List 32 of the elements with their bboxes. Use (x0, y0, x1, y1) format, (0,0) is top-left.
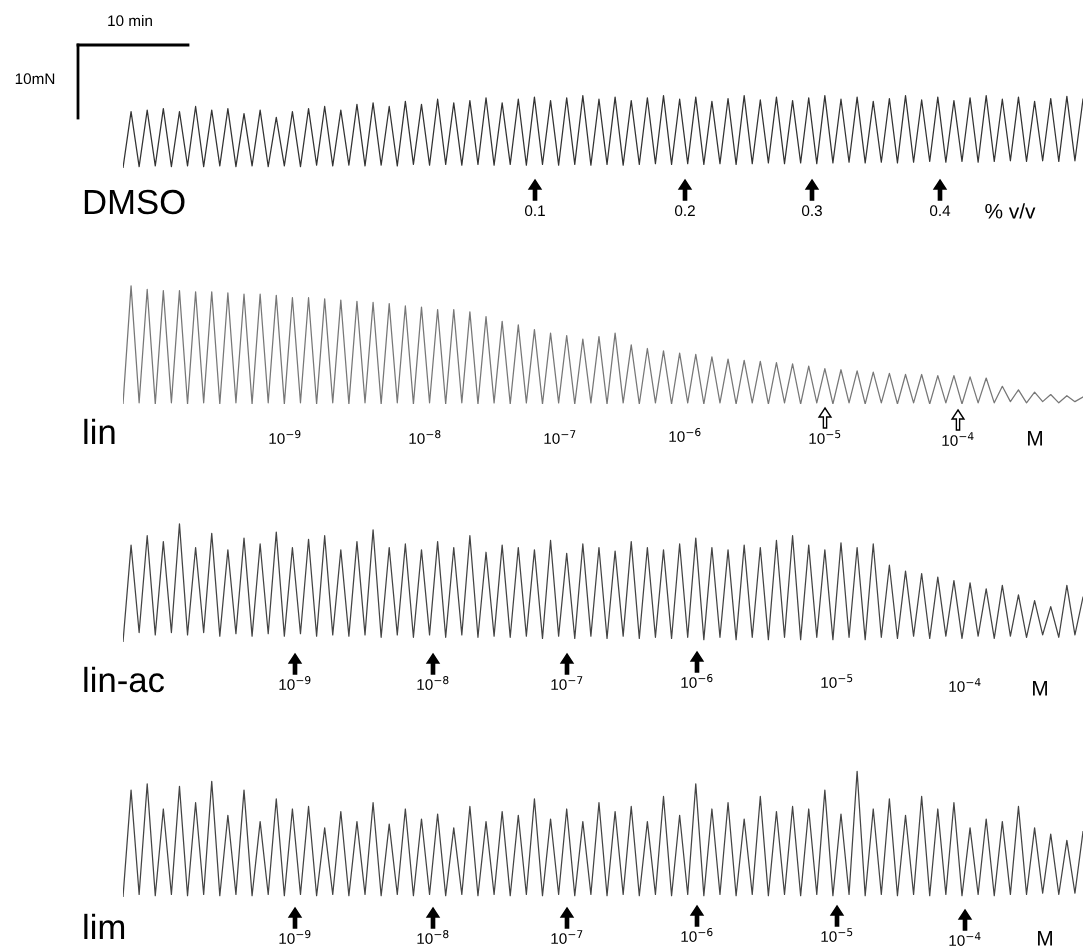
text: DMSO (84, 189, 185, 215)
text: 10$^{−4}$ (949, 932, 981, 946)
text: 10 min (108, 14, 152, 27)
text: % v/v (985, 203, 1036, 219)
text: 10$^{−5}$ (821, 928, 853, 942)
text: 10$^{−9}$ (279, 930, 311, 944)
text: 10$^{−5}$ (809, 430, 841, 444)
text: 10$^{−8}$ (417, 930, 449, 944)
text: lim (84, 913, 125, 939)
text: 10$^{−6}$ (681, 928, 713, 942)
text: 0.1 (524, 205, 545, 217)
text: M (1033, 681, 1047, 696)
text: 10$^{−6}$ (669, 428, 701, 442)
text: 10$^{−8}$ (417, 676, 449, 690)
text: 0.4 (929, 205, 951, 217)
text: 10$^{−8}$ (409, 430, 441, 444)
text: 10mN (15, 73, 55, 85)
text: 10$^{−7}$ (551, 930, 583, 944)
text: 0.3 (801, 205, 822, 217)
text: 10$^{−4}$ (942, 432, 974, 446)
text: lin-ac (84, 666, 165, 693)
text: lin (84, 418, 115, 444)
text: 10$^{−9}$ (279, 676, 311, 690)
text: M (1028, 431, 1042, 446)
text: 10$^{−4}$ (949, 678, 981, 692)
text: 10$^{−9}$ (269, 430, 301, 444)
text: 10$^{−6}$ (681, 674, 713, 688)
text: 0.2 (674, 205, 695, 217)
text: M (1038, 931, 1052, 946)
text: 10$^{−7}$ (544, 430, 576, 444)
text: 10$^{−7}$ (551, 676, 583, 690)
text: 10$^{−5}$ (821, 674, 853, 688)
